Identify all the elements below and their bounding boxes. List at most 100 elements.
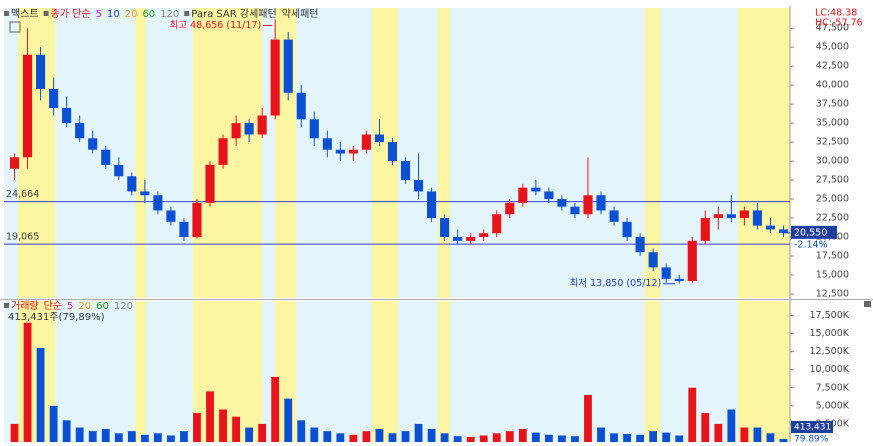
candle-body: [62, 107, 72, 124]
candle-body: [479, 233, 489, 238]
y-tick-label: 47,500: [816, 23, 849, 34]
reference-label: 19,065: [6, 232, 39, 243]
candle-body: [648, 252, 658, 268]
candle-body: [75, 123, 85, 139]
candle-body: [166, 210, 176, 222]
volume-bar: [10, 423, 19, 442]
legend-label: 60: [142, 9, 155, 20]
candle-body: [596, 195, 606, 211]
candle-body: [335, 149, 345, 154]
current-change: -2.14%: [794, 239, 828, 250]
volume-bar: [414, 423, 423, 442]
candle-body: [153, 195, 163, 211]
candle-body: [348, 149, 358, 154]
volume-bar: [636, 434, 645, 442]
volume-bar: [453, 436, 462, 442]
volume-bar: [127, 431, 136, 442]
candle-body: [127, 176, 137, 192]
candle-body: [9, 157, 20, 169]
legend-label: 종가 단순: [51, 8, 91, 20]
candle-body: [114, 164, 124, 177]
volume-bar: [167, 435, 175, 442]
candle-body: [322, 138, 332, 150]
candle-body: [531, 187, 541, 192]
volume-bar: [544, 434, 553, 442]
candle-body: [427, 191, 437, 219]
volume-bar: [584, 395, 592, 442]
candle-body: [374, 134, 385, 143]
volume-bar: [688, 387, 697, 442]
volume-bar: [49, 405, 58, 442]
volume-bar: [284, 398, 293, 442]
legend-marker: [184, 11, 190, 16]
y-tick-label: 27,500: [816, 175, 849, 186]
candle-body: [218, 138, 228, 165]
reference-label: 24,664: [6, 189, 39, 200]
indicator-label: LC:48.38: [815, 8, 857, 19]
volume-bar: [479, 435, 488, 442]
candle-body: [505, 202, 515, 215]
settings-icon[interactable]: [9, 21, 21, 33]
candle-body: [726, 214, 736, 219]
min-annotation: 최저 13,850 (05/12): [570, 278, 662, 289]
volume-bar: [440, 433, 449, 442]
candle-body: [22, 54, 33, 158]
band: [645, 301, 660, 442]
legend-label: 20: [78, 301, 91, 312]
y-tick-label: 12,500: [816, 288, 849, 299]
legend-label: 맥스트: [11, 8, 39, 20]
volume-bar: [492, 433, 501, 442]
candle-body: [296, 92, 306, 120]
volume-bar: [101, 428, 110, 442]
candle-body: [518, 187, 528, 203]
candle-body: [752, 210, 762, 226]
volume-bar: [466, 436, 475, 442]
y-tick-label: 5,000K: [816, 400, 850, 411]
last-volume-box: [791, 421, 833, 433]
candle-body: [387, 142, 398, 162]
candle-body: [713, 214, 723, 219]
band: [645, 8, 660, 298]
y-tick-label: 32,500: [816, 137, 849, 148]
volume-summary: 413,431주(79,89%): [8, 312, 105, 323]
candle-body: [583, 195, 593, 215]
candle-body: [400, 161, 411, 181]
candle-body: [622, 221, 632, 238]
candle-body: [140, 191, 150, 196]
volume-bar: [297, 420, 306, 442]
legend-label: 120: [114, 301, 133, 312]
candle-body: [674, 278, 684, 282]
volume-bar: [766, 433, 775, 442]
volume-bar: [701, 413, 710, 442]
legend-label: 10: [107, 9, 120, 20]
y-tick-label: 10,000K: [810, 364, 850, 375]
candle-body: [283, 39, 293, 93]
volume-bar: [219, 409, 227, 442]
last-volume-label: 413,431: [794, 423, 831, 433]
candle-body: [440, 218, 450, 238]
band: [438, 301, 450, 442]
candle-body: [101, 149, 111, 165]
period-bands: [4, 8, 790, 442]
legend-label: 단순: [44, 300, 62, 312]
volume-bar: [180, 431, 188, 442]
volume-bar: [505, 431, 514, 442]
candle-body: [36, 54, 46, 89]
candle-body: [700, 218, 710, 241]
candle-body: [661, 267, 671, 279]
y-tick-label: 25,000: [816, 194, 849, 205]
candle-body: [570, 206, 580, 215]
y-tick-label: 15,000: [816, 269, 849, 280]
current-price-label: 20,550: [794, 227, 827, 238]
volume-bar: [779, 439, 788, 442]
candle-body: [205, 164, 215, 203]
panel-button[interactable]: [864, 301, 871, 307]
volume-bar: [62, 420, 71, 442]
volume-bar: [610, 433, 618, 442]
band: [135, 301, 146, 442]
volume-bar: [140, 434, 149, 442]
y-tick-label: 15,000K: [810, 328, 850, 339]
volume-bar: [714, 423, 723, 442]
y-tick-label: 17,500K: [810, 310, 850, 321]
